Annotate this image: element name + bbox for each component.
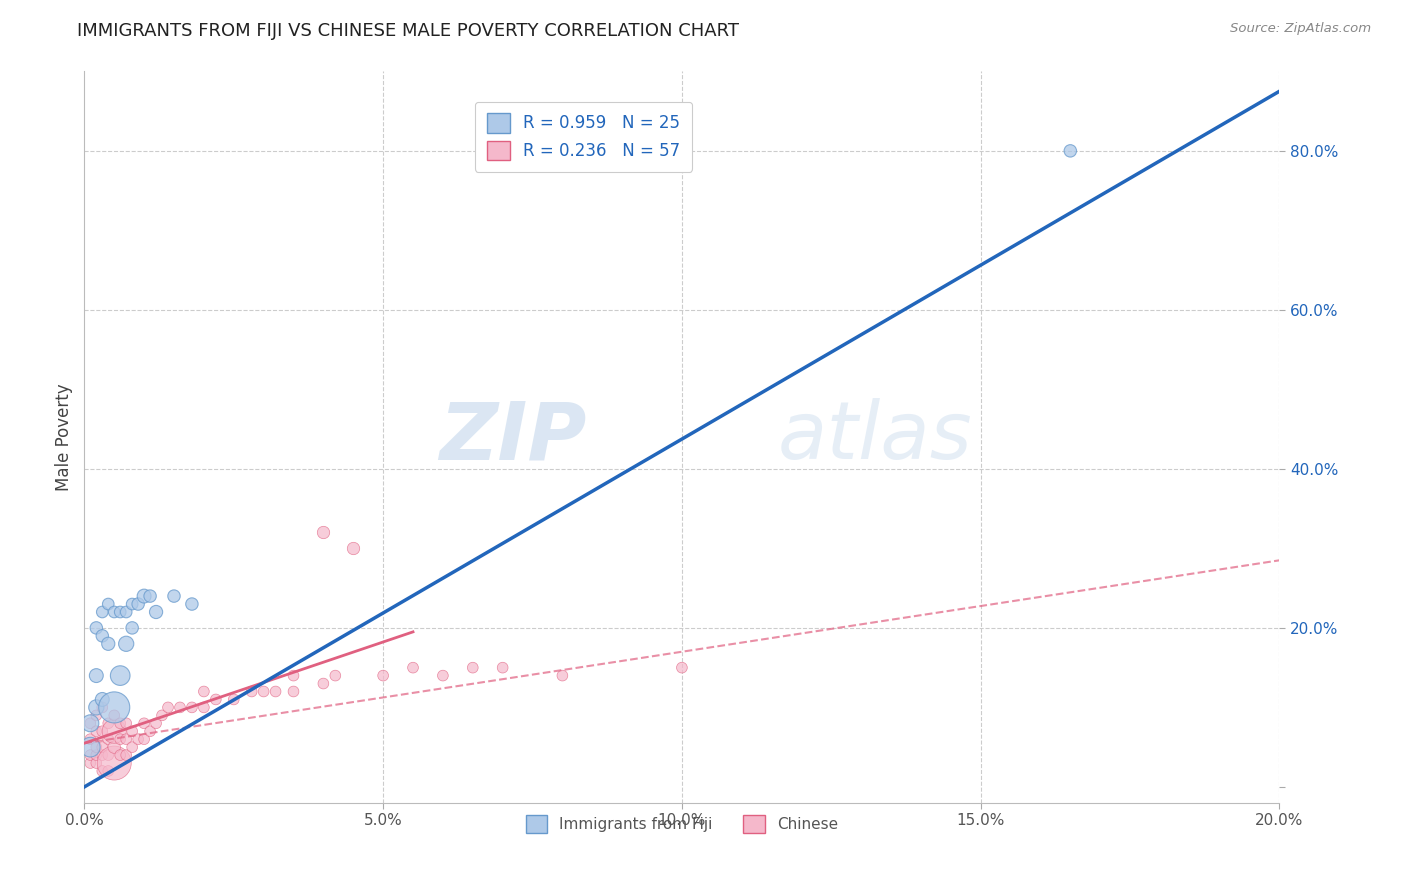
Point [193,684,215,698]
Point [91,700,114,714]
Point [157,700,180,714]
Point [139,724,162,739]
Point [127,597,149,611]
Point [91,629,114,643]
Point [110,732,132,747]
Point [103,740,125,755]
Point [79,740,101,755]
Point [193,700,215,714]
Point [110,748,132,763]
Point [103,756,125,770]
Point [115,637,138,651]
Point [139,589,162,603]
Text: ZIP: ZIP [439,398,586,476]
Point [205,692,228,706]
Point [86,708,108,723]
Point [103,605,125,619]
Point [181,597,204,611]
Point [97,637,120,651]
Point [103,708,125,723]
Point [86,756,108,770]
Point [145,605,167,619]
Point [86,621,108,635]
Point [1059,144,1081,158]
Point [373,668,395,682]
Point [91,740,114,755]
Point [671,660,693,674]
Point [91,764,114,778]
Point [86,748,108,763]
Point [121,597,143,611]
Point [91,605,114,619]
Point [121,724,143,739]
Point [432,668,454,682]
Point [79,756,101,770]
Point [103,724,125,739]
Point [253,684,276,698]
Point [79,732,101,747]
Point [181,700,204,714]
Point [91,748,114,763]
Point [115,716,138,731]
Point [97,748,120,763]
Point [97,716,120,731]
Point [86,700,108,714]
Point [402,660,425,674]
Point [91,724,114,739]
Point [121,621,143,635]
Text: atlas: atlas [778,398,973,476]
Point [86,740,108,755]
Point [121,740,143,755]
Text: Source: ZipAtlas.com: Source: ZipAtlas.com [1230,22,1371,36]
Point [115,605,138,619]
Text: IMMIGRANTS FROM FIJI VS CHINESE MALE POVERTY CORRELATION CHART: IMMIGRANTS FROM FIJI VS CHINESE MALE POV… [77,22,740,40]
Point [312,676,335,690]
Point [492,660,515,674]
Point [132,716,156,731]
Point [79,716,101,731]
Point [169,700,191,714]
Point [240,684,263,698]
Point [110,668,132,682]
Point [86,724,108,739]
Point [97,732,120,747]
Point [86,668,108,682]
Point [115,748,138,763]
Point [283,668,305,682]
Point [150,708,173,723]
Point [145,716,167,731]
Y-axis label: Male Poverty: Male Poverty [55,384,73,491]
Point [79,716,101,731]
Point [110,605,132,619]
Point [283,684,305,698]
Point [110,716,132,731]
Point [222,692,245,706]
Point [325,668,347,682]
Point [461,660,484,674]
Point [312,525,335,540]
Point [127,732,149,747]
Point [132,732,156,747]
Point [115,732,138,747]
Point [132,589,156,603]
Point [103,700,125,714]
Point [79,748,101,763]
Point [97,597,120,611]
Point [551,668,574,682]
Legend: Immigrants from Fiji, Chinese: Immigrants from Fiji, Chinese [520,809,844,839]
Point [264,684,287,698]
Point [163,589,186,603]
Point [97,764,120,778]
Point [91,692,114,706]
Point [342,541,364,556]
